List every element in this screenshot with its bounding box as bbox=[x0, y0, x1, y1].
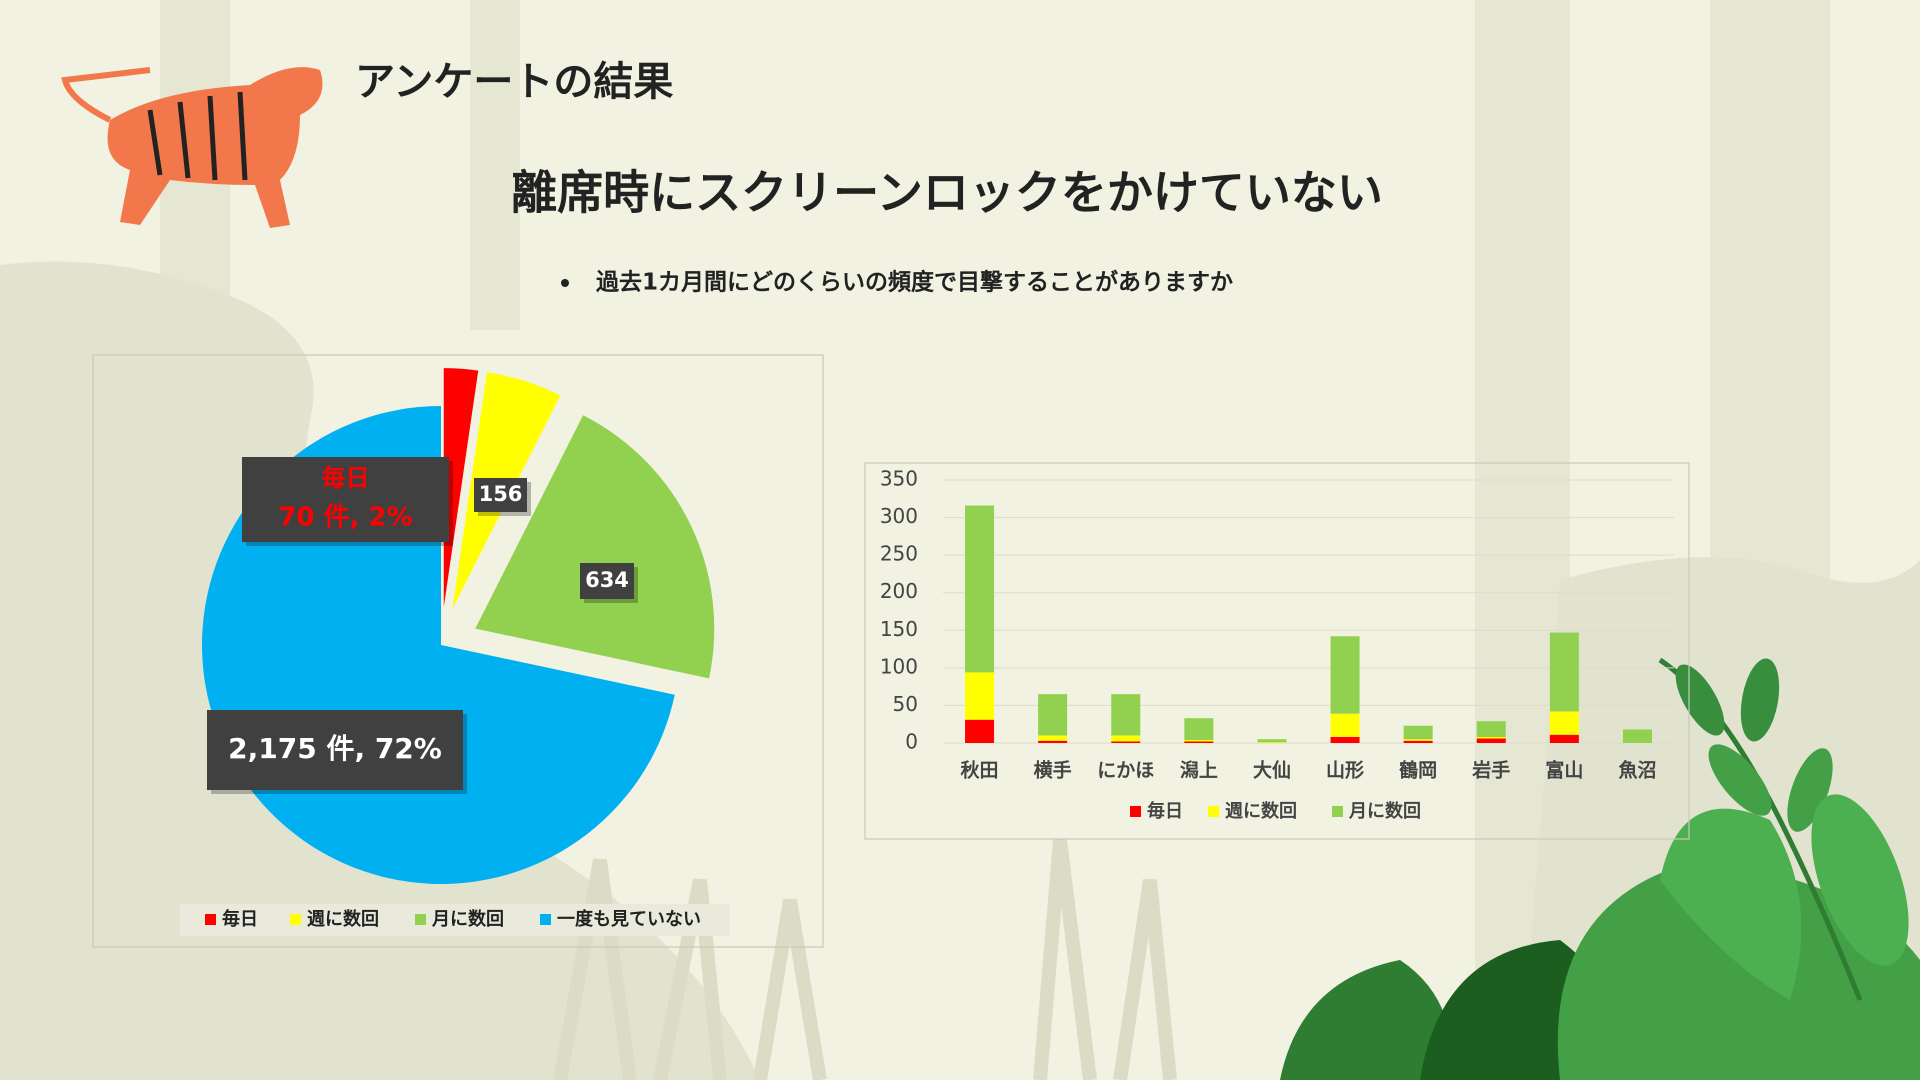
data-label: 70 件, 2% bbox=[278, 503, 412, 533]
x-tick-label: にかほ bbox=[1097, 760, 1154, 782]
x-tick-label: 鶴岡 bbox=[1399, 759, 1437, 782]
legend-swatch bbox=[1130, 806, 1141, 817]
y-tick-label: 100 bbox=[880, 654, 918, 678]
bar-segment bbox=[1330, 636, 1360, 714]
bar-segment bbox=[1330, 713, 1360, 737]
bar-segment bbox=[965, 719, 995, 743]
x-tick-label: 富山 bbox=[1545, 759, 1583, 782]
legend-background bbox=[180, 904, 730, 936]
x-tick-label: 岩手 bbox=[1471, 759, 1510, 782]
bar-segment bbox=[1476, 736, 1506, 739]
legend-label: 月に数回 bbox=[1348, 800, 1421, 822]
y-tick-label: 350 bbox=[880, 467, 918, 491]
bar-segment bbox=[1184, 739, 1214, 742]
y-tick-label: 250 bbox=[880, 542, 918, 566]
legend-label: 毎日 bbox=[1147, 800, 1183, 822]
bar-segment bbox=[1403, 739, 1433, 741]
y-tick-label: 50 bbox=[893, 692, 918, 716]
legend-swatch bbox=[540, 914, 551, 925]
legend-swatch bbox=[1332, 806, 1343, 817]
x-tick-label: 秋田 bbox=[961, 759, 999, 782]
bar-segment bbox=[1184, 718, 1214, 740]
data-label-box bbox=[242, 457, 449, 542]
x-tick-label: 魚沼 bbox=[1618, 759, 1656, 782]
bar-segment bbox=[1038, 735, 1068, 741]
x-tick-label: 山形 bbox=[1326, 760, 1364, 782]
data-label-box bbox=[207, 710, 463, 790]
bullet-text: 過去1カ月間にどのくらいの頻度で目撃することがありますか bbox=[596, 269, 1233, 296]
bar-segment bbox=[1257, 739, 1287, 743]
bar-segment bbox=[1403, 740, 1433, 743]
section-title: アンケートの結果 bbox=[355, 59, 673, 105]
bar-segment bbox=[1476, 738, 1506, 743]
data-label: 2,175 件, 72% bbox=[228, 732, 442, 765]
y-tick-label: 150 bbox=[880, 617, 918, 641]
y-tick-label: 200 bbox=[880, 579, 918, 603]
bar-segment bbox=[1111, 735, 1141, 742]
bar-segment bbox=[1038, 740, 1068, 743]
legend-label: 一度も見ていない bbox=[557, 908, 701, 930]
bar-segment bbox=[965, 672, 995, 720]
legend-swatch bbox=[290, 914, 301, 925]
y-tick-label: 0 bbox=[905, 730, 918, 754]
legend-swatch bbox=[205, 914, 216, 925]
bar-segment bbox=[965, 505, 995, 673]
bar-panel bbox=[864, 462, 1690, 840]
legend-swatch bbox=[415, 914, 426, 925]
bar-segment bbox=[1111, 694, 1141, 736]
tiger-illustration bbox=[61, 67, 323, 228]
slide-title: 離席時にスクリーンロックをかけていない bbox=[511, 166, 1383, 220]
pie-slice bbox=[475, 415, 715, 679]
bar-segment bbox=[1184, 741, 1214, 743]
bar-segment bbox=[1330, 736, 1360, 743]
bar-segment bbox=[1549, 734, 1579, 743]
bar-segment bbox=[1403, 725, 1433, 740]
data-label: 634 bbox=[585, 568, 629, 592]
bullet-dot bbox=[561, 279, 569, 287]
bar-segment bbox=[1476, 721, 1506, 737]
data-label: 156 bbox=[479, 482, 523, 506]
bar-segment bbox=[1038, 694, 1068, 736]
data-label-category: 毎日 bbox=[322, 464, 370, 492]
bar-segment bbox=[1257, 742, 1287, 743]
legend-label: 毎日 bbox=[222, 908, 258, 930]
bar-segment bbox=[1622, 729, 1652, 743]
x-tick-label: 大仙 bbox=[1253, 759, 1291, 782]
bar-segment bbox=[1549, 711, 1579, 735]
plants bbox=[1280, 657, 1920, 1080]
data-label-box bbox=[580, 563, 634, 599]
pie-slice bbox=[443, 368, 479, 608]
pie-panel bbox=[92, 354, 824, 948]
data-label-box bbox=[474, 478, 527, 512]
legend-label: 週に数回 bbox=[1225, 800, 1297, 822]
y-tick-label: 300 bbox=[880, 504, 918, 528]
bar-segment bbox=[1111, 741, 1141, 743]
x-tick-label: 潟上 bbox=[1180, 760, 1218, 782]
legend-label: 週に数回 bbox=[307, 908, 379, 930]
legend-swatch bbox=[1208, 806, 1219, 817]
x-tick-label: 横手 bbox=[1034, 759, 1072, 782]
legend-label: 月に数回 bbox=[431, 908, 504, 930]
bar-segment bbox=[1549, 632, 1579, 712]
